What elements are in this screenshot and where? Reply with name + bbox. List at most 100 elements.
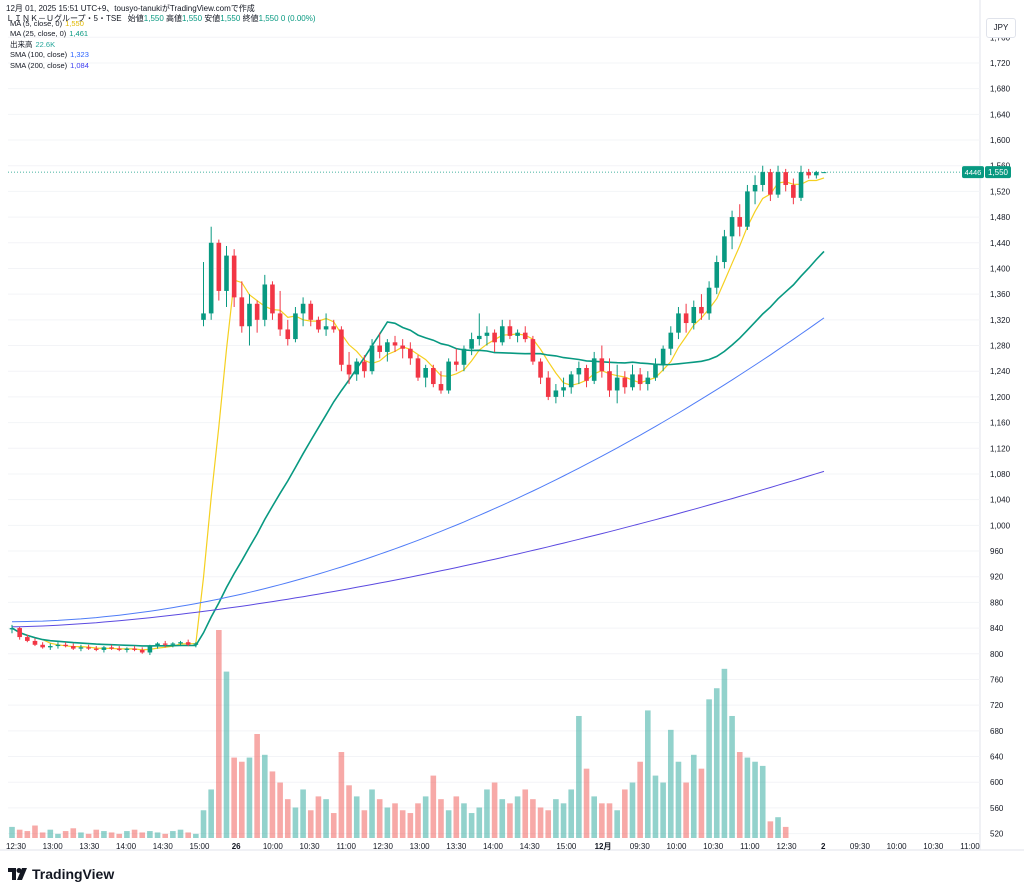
- legend-sma200[interactable]: SMA (200, close) 1,084: [10, 61, 89, 71]
- time-tick-label: 10:30: [300, 842, 321, 851]
- candle-body: [752, 184, 758, 192]
- candle-body: [9, 628, 15, 630]
- candle-body: [40, 644, 45, 648]
- candle-body: [308, 303, 314, 320]
- candle-body: [791, 184, 796, 198]
- volume-bar: [606, 803, 613, 838]
- price-tick-label: 640: [990, 753, 1004, 762]
- legend-sma100[interactable]: SMA (100, close) 1,323: [10, 50, 89, 60]
- legend-label: MA (5, close, 0): [10, 19, 63, 28]
- candle-body: [408, 348, 413, 359]
- candle-body: [645, 377, 651, 385]
- volume-bar: [599, 803, 605, 838]
- volume-bar: [16, 829, 23, 838]
- ohlc-close-value: 1,550: [258, 14, 279, 23]
- volume-bar: [667, 729, 674, 838]
- volume-bar: [32, 825, 38, 838]
- candle-body: [461, 348, 467, 365]
- volume-bar: [361, 810, 368, 838]
- time-tick-label: 14:30: [520, 842, 541, 851]
- candle-body: [201, 313, 206, 320]
- ohlc-open-label: 始値: [127, 14, 144, 23]
- legend-ma25[interactable]: MA (25, close, 0) 1,461: [10, 29, 89, 39]
- volume-bar: [759, 765, 766, 838]
- volume-bar: [223, 671, 230, 838]
- tradingview-brand: TradingView: [8, 866, 114, 882]
- price-tick-label: 1,000: [990, 521, 1011, 530]
- price-tick-label: 880: [990, 598, 1004, 607]
- candle-body: [545, 377, 551, 397]
- volume-bar: [736, 752, 743, 838]
- volume-bar: [553, 799, 559, 838]
- candle-body: [224, 255, 229, 291]
- volume-bar: [507, 803, 513, 838]
- legend-ma5[interactable]: MA (5, close, 0) 1,550: [10, 19, 89, 29]
- candle-body: [668, 332, 674, 349]
- volume-bar: [185, 832, 191, 838]
- volume-bar: [407, 813, 414, 838]
- price-tick-label: 1,120: [990, 444, 1011, 453]
- volume-bar: [177, 829, 184, 838]
- candle-body: [553, 390, 559, 397]
- chart-header: 12月 01, 2025 15:51 UTC+9、tousyo-tanukiがT…: [6, 4, 316, 24]
- price-tick-label: 720: [990, 701, 1004, 710]
- volume-bar: [323, 799, 329, 838]
- volume-bar: [713, 688, 720, 838]
- price-tick-label: 1,680: [990, 85, 1011, 94]
- volume-bar: [70, 828, 77, 838]
- candle-body: [63, 644, 68, 647]
- time-tick-label: 13:00: [43, 842, 64, 851]
- time-tick-label: 12:30: [373, 842, 394, 851]
- moving-averages: [11, 177, 825, 651]
- symbol-name[interactable]: ＬＩＮＫ－Ｕグループ・5・TSE: [6, 14, 122, 23]
- candle-body: [599, 358, 605, 372]
- candle-body: [438, 384, 444, 391]
- time-tick-label: 26: [232, 842, 241, 851]
- volume-bar: [629, 782, 636, 838]
- legend-volume[interactable]: 出来高 22.6K: [10, 40, 89, 50]
- legend-value: 22.6K: [35, 39, 56, 49]
- price-tick-label: 1,640: [990, 110, 1011, 119]
- ohlc-change: 0 (0.00%): [280, 14, 316, 23]
- volume-bar: [254, 734, 260, 838]
- candles: [9, 165, 827, 656]
- volume-bar: [108, 832, 115, 838]
- candle-body: [285, 329, 291, 340]
- volume-bar: [284, 799, 291, 838]
- time-tick-label: 13:30: [79, 842, 100, 851]
- volume-bar: [415, 803, 421, 838]
- currency-button[interactable]: JPY: [986, 18, 1016, 38]
- price-tick-label: 1,600: [990, 136, 1011, 145]
- time-tick-label: 13:30: [446, 842, 467, 851]
- candle-body: [476, 335, 482, 340]
- candle-body: [614, 377, 620, 391]
- candle-body: [653, 364, 658, 378]
- candle-body: [568, 374, 574, 388]
- volume-bar: [216, 630, 222, 838]
- brand-name: TradingView: [32, 866, 115, 882]
- candle-body: [798, 172, 804, 198]
- price-tick-label: 760: [990, 675, 1004, 684]
- volume-bar: [78, 832, 84, 838]
- candle-body: [231, 255, 237, 298]
- volume-bar: [675, 761, 682, 838]
- candle-body: [270, 284, 275, 314]
- candle-body: [660, 348, 666, 365]
- volume-bar: [9, 826, 15, 838]
- candle-body: [185, 642, 191, 645]
- ohlc-low-label: 安値: [204, 14, 221, 23]
- candle-body: [124, 648, 130, 650]
- volume-bar: [690, 754, 697, 838]
- candle-body: [507, 326, 513, 336]
- candle-body: [400, 345, 405, 349]
- price-tick-label: 1,720: [990, 59, 1011, 68]
- volume-bar: [698, 768, 705, 838]
- volume-bar: [614, 810, 620, 838]
- candle-body: [132, 648, 137, 650]
- volume-bar: [346, 785, 352, 838]
- price-tick-label: 1,160: [990, 419, 1011, 428]
- volume-bar: [583, 768, 590, 838]
- volume-bar: [307, 810, 314, 838]
